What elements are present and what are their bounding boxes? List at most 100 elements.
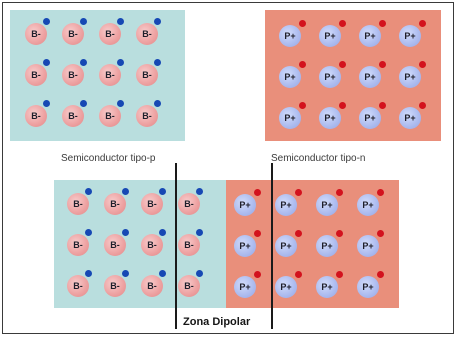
electron-dot xyxy=(122,188,129,195)
hole-dot xyxy=(379,61,386,68)
acceptor-ion: B- xyxy=(178,193,200,215)
donor-ion: P+ xyxy=(275,276,297,298)
hole-dot xyxy=(254,271,261,278)
donor-ion: P+ xyxy=(399,66,421,88)
electron-dot xyxy=(117,59,124,66)
acceptor-ion: B- xyxy=(67,275,89,297)
hole-dot xyxy=(254,189,261,196)
depletion-zone-left-boundary xyxy=(175,163,177,329)
donor-ion: P+ xyxy=(316,194,338,216)
electron-dot xyxy=(85,229,92,236)
acceptor-ion: B- xyxy=(178,275,200,297)
hole-dot xyxy=(336,230,343,237)
hole-dot xyxy=(419,20,426,27)
figure-frame: Semiconductor tipo-p Semiconductor tipo-… xyxy=(2,2,454,334)
hole-dot xyxy=(295,189,302,196)
hole-dot xyxy=(299,20,306,27)
acceptor-ion: B- xyxy=(104,275,126,297)
acceptor-ion: B- xyxy=(141,193,163,215)
acceptor-ion: B- xyxy=(25,64,47,86)
donor-ion: P+ xyxy=(399,25,421,47)
electron-dot xyxy=(122,229,129,236)
hole-dot xyxy=(339,102,346,109)
acceptor-ion: B- xyxy=(25,105,47,127)
donor-ion: P+ xyxy=(399,107,421,129)
electron-dot xyxy=(43,18,50,25)
hole-dot xyxy=(419,61,426,68)
donor-ion: P+ xyxy=(279,66,301,88)
electron-dot xyxy=(196,229,203,236)
electron-dot xyxy=(159,270,166,277)
hole-dot xyxy=(295,230,302,237)
electron-dot xyxy=(122,270,129,277)
acceptor-ion: B- xyxy=(178,234,200,256)
p-type-caption: Semiconductor tipo-p xyxy=(61,153,156,164)
hole-dot xyxy=(339,20,346,27)
donor-ion: P+ xyxy=(319,66,341,88)
donor-ion: P+ xyxy=(279,107,301,129)
donor-ion: P+ xyxy=(234,235,256,257)
electron-dot xyxy=(159,229,166,236)
electron-dot xyxy=(117,100,124,107)
hole-dot xyxy=(299,102,306,109)
electron-dot xyxy=(154,100,161,107)
acceptor-ion: B- xyxy=(62,105,84,127)
acceptor-ion: B- xyxy=(141,275,163,297)
donor-ion: P+ xyxy=(316,276,338,298)
donor-ion: P+ xyxy=(234,276,256,298)
hole-dot xyxy=(379,102,386,109)
donor-ion: P+ xyxy=(359,66,381,88)
depletion-zone-label: Zona Dipolar xyxy=(183,316,251,328)
electron-dot xyxy=(80,100,87,107)
electron-dot xyxy=(85,270,92,277)
acceptor-ion: B- xyxy=(141,234,163,256)
acceptor-ion: B- xyxy=(104,234,126,256)
hole-dot xyxy=(299,61,306,68)
hole-dot xyxy=(377,271,384,278)
electron-dot xyxy=(80,18,87,25)
electron-dot xyxy=(117,18,124,25)
hole-dot xyxy=(336,271,343,278)
hole-dot xyxy=(377,230,384,237)
acceptor-ion: B- xyxy=(67,234,89,256)
electron-dot xyxy=(196,188,203,195)
acceptor-ion: B- xyxy=(25,23,47,45)
hole-dot xyxy=(379,20,386,27)
electron-dot xyxy=(43,59,50,66)
acceptor-ion: B- xyxy=(136,64,158,86)
donor-ion: P+ xyxy=(279,25,301,47)
electron-dot xyxy=(80,59,87,66)
donor-ion: P+ xyxy=(275,194,297,216)
depletion-zone-right-boundary xyxy=(271,163,273,329)
electron-dot xyxy=(43,100,50,107)
donor-ion: P+ xyxy=(357,235,379,257)
n-type-caption: Semiconductor tipo-n xyxy=(271,153,366,164)
hole-dot xyxy=(377,189,384,196)
donor-ion: P+ xyxy=(359,107,381,129)
acceptor-ion: B- xyxy=(62,64,84,86)
hole-dot xyxy=(339,61,346,68)
electron-dot xyxy=(154,18,161,25)
hole-dot xyxy=(295,271,302,278)
donor-ion: P+ xyxy=(234,194,256,216)
donor-ion: P+ xyxy=(357,194,379,216)
donor-ion: P+ xyxy=(319,107,341,129)
acceptor-ion: B- xyxy=(136,105,158,127)
acceptor-ion: B- xyxy=(104,193,126,215)
acceptor-ion: B- xyxy=(67,193,89,215)
donor-ion: P+ xyxy=(359,25,381,47)
electron-dot xyxy=(154,59,161,66)
acceptor-ion: B- xyxy=(62,23,84,45)
donor-ion: P+ xyxy=(316,235,338,257)
acceptor-ion: B- xyxy=(99,105,121,127)
electron-dot xyxy=(196,270,203,277)
electron-dot xyxy=(159,188,166,195)
hole-dot xyxy=(419,102,426,109)
hole-dot xyxy=(336,189,343,196)
hole-dot xyxy=(254,230,261,237)
donor-ion: P+ xyxy=(319,25,341,47)
donor-ion: P+ xyxy=(275,235,297,257)
acceptor-ion: B- xyxy=(99,64,121,86)
donor-ion: P+ xyxy=(357,276,379,298)
acceptor-ion: B- xyxy=(99,23,121,45)
